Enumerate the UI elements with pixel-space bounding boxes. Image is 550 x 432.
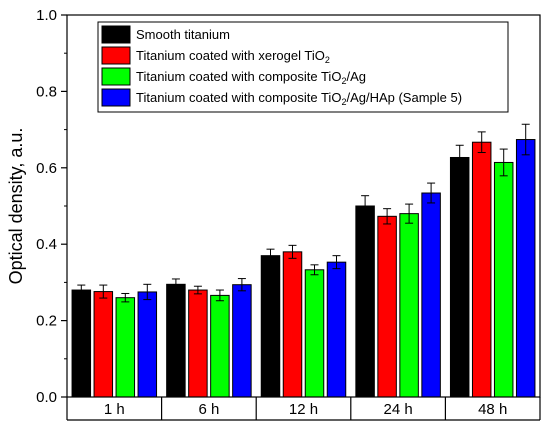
category-label: 12 h (289, 401, 318, 418)
bar (355, 205, 375, 398)
category-label: 48 h (478, 401, 507, 418)
bar (188, 289, 208, 398)
bar (326, 261, 347, 398)
bar (471, 141, 492, 398)
bar (260, 255, 281, 398)
legend-label: Titanium coated with xerogel TiO2 (136, 48, 330, 65)
bar (166, 283, 186, 398)
bar (515, 139, 536, 398)
legend-label: Titanium coated with composite TiO2/Ag/H… (136, 90, 462, 107)
category-axis: 1 h 6 h 12 h 24 h 48 h (66, 397, 541, 421)
plot-frame (66, 14, 541, 398)
error-bars-layer (77, 123, 530, 303)
bar (71, 289, 92, 398)
bar (399, 213, 419, 398)
legend: Smooth titanium Titanium coated with xero… (97, 21, 509, 113)
bar (449, 156, 470, 398)
y-tick-label: 0.2 (36, 313, 57, 330)
legend-swatch (101, 67, 131, 86)
legend-swatch (101, 88, 131, 107)
bars-layer (71, 139, 536, 398)
y-axis-title: Optical density, a.u. (6, 128, 26, 285)
y-tick-label: 1.0 (36, 7, 57, 24)
y-tick-label: 0.4 (36, 236, 57, 253)
bar (93, 291, 114, 398)
bar (210, 294, 230, 398)
y-tick-layer: 0.0 0.2 0.4 0.6 0.8 1.0 (36, 7, 67, 406)
bar (493, 161, 514, 398)
bar (232, 284, 252, 398)
legend-swatch (101, 25, 131, 44)
bar (421, 192, 441, 398)
bar (137, 291, 158, 398)
y-tick-label: 0.8 (36, 83, 57, 100)
bar (304, 269, 325, 398)
category-label: 1 h (104, 401, 125, 418)
category-label: 24 h (383, 401, 412, 418)
y-tick-label: 0.6 (36, 160, 57, 177)
legend-label: Smooth titanium (136, 27, 230, 42)
category-label: 6 h (198, 401, 219, 418)
bar (115, 297, 136, 398)
bar (282, 251, 303, 398)
legend-label: Titanium coated with composite TiO2/Ag (136, 69, 366, 86)
y-tick-label: 0.0 (36, 389, 57, 406)
bar (377, 215, 397, 398)
legend-swatch (101, 46, 131, 65)
legend-frame (97, 21, 509, 113)
